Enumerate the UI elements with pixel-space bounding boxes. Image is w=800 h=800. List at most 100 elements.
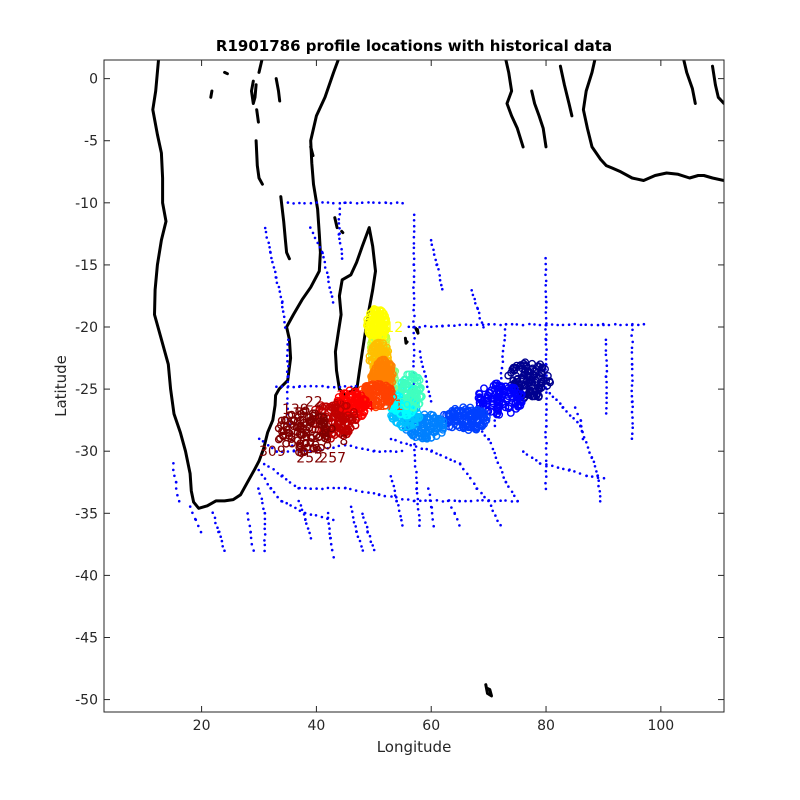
historical-point bbox=[270, 256, 273, 260]
historical-point bbox=[419, 499, 422, 503]
historical-point bbox=[338, 237, 341, 241]
historical-point bbox=[300, 508, 304, 512]
historical-point bbox=[399, 514, 402, 518]
historical-point bbox=[592, 460, 596, 464]
historical-point bbox=[286, 407, 290, 411]
historical-point bbox=[309, 201, 313, 205]
historical-point bbox=[378, 450, 382, 454]
historical-point bbox=[303, 385, 307, 388]
historical-point bbox=[415, 487, 418, 491]
historical-point bbox=[328, 536, 332, 540]
profile-point bbox=[372, 340, 381, 348]
x-tick-label: 100 bbox=[647, 718, 674, 734]
island bbox=[414, 326, 420, 335]
historical-point bbox=[407, 325, 411, 329]
historical-point bbox=[309, 384, 313, 388]
historical-point bbox=[521, 323, 525, 327]
historical-point bbox=[332, 486, 336, 490]
historical-point bbox=[355, 202, 359, 205]
historical-point bbox=[364, 521, 367, 524]
profile-point bbox=[323, 435, 332, 444]
profile-point bbox=[484, 396, 493, 405]
historical-point bbox=[507, 485, 510, 488]
profile-point bbox=[482, 416, 491, 425]
historical-point bbox=[437, 268, 440, 271]
historical-point bbox=[544, 358, 548, 361]
historical-point bbox=[493, 424, 497, 428]
profile-point bbox=[376, 311, 384, 320]
profile-point bbox=[380, 324, 388, 333]
historical-point bbox=[286, 386, 290, 389]
profile-point bbox=[391, 406, 400, 415]
profile-point bbox=[408, 403, 417, 412]
island bbox=[250, 79, 258, 105]
profile-point bbox=[315, 420, 324, 429]
y-tick: -50 bbox=[75, 693, 724, 709]
historical-point bbox=[473, 482, 476, 486]
historical-point bbox=[416, 502, 419, 506]
profile-point bbox=[438, 420, 447, 429]
historical-point bbox=[315, 201, 319, 204]
historical-point bbox=[438, 278, 442, 282]
historical-point bbox=[293, 484, 297, 488]
profile-point bbox=[418, 420, 427, 429]
historical-point bbox=[337, 218, 341, 221]
historical-point bbox=[545, 425, 548, 428]
y-tick: -25 bbox=[75, 382, 724, 398]
y-tick: 0 bbox=[89, 72, 724, 88]
historical-point bbox=[397, 504, 400, 507]
historical-point bbox=[267, 241, 271, 245]
profile-point bbox=[382, 315, 390, 324]
historical-point bbox=[278, 290, 282, 293]
historical-point bbox=[545, 402, 548, 406]
historical-point bbox=[282, 315, 286, 319]
historical-point bbox=[263, 533, 267, 536]
historical-point bbox=[321, 201, 324, 204]
historical-point bbox=[401, 524, 404, 527]
historical-point bbox=[530, 456, 534, 460]
historical-point bbox=[515, 323, 519, 326]
profile-point bbox=[297, 422, 305, 430]
historical-point bbox=[501, 471, 504, 474]
historical-point bbox=[257, 487, 260, 490]
profile-label: 139 bbox=[282, 402, 309, 418]
historical-point bbox=[464, 499, 467, 503]
island bbox=[274, 77, 282, 103]
profile-point bbox=[462, 408, 470, 417]
historical-point bbox=[369, 540, 373, 543]
historical-point bbox=[630, 374, 634, 377]
profile-point bbox=[517, 390, 526, 399]
y-tick: -5 bbox=[84, 134, 724, 150]
historical-point bbox=[481, 323, 485, 327]
historical-point bbox=[330, 548, 334, 552]
profile-point bbox=[374, 338, 383, 347]
y-tick: -15 bbox=[75, 258, 724, 274]
profile-point bbox=[341, 426, 350, 435]
historical-point bbox=[499, 499, 502, 503]
historical-point bbox=[392, 484, 396, 488]
historical-point bbox=[545, 374, 548, 377]
historical-point bbox=[298, 385, 301, 389]
profile-point bbox=[374, 366, 383, 375]
historical-point bbox=[305, 522, 308, 525]
profile-point bbox=[314, 433, 323, 442]
historical-point bbox=[389, 475, 393, 478]
historical-point bbox=[538, 462, 542, 465]
historical-point bbox=[544, 290, 547, 293]
x-axis: 20 40 60 80 100 bbox=[193, 60, 674, 734]
historical-point bbox=[544, 487, 548, 491]
historical-point bbox=[474, 302, 477, 305]
historical-point bbox=[263, 511, 267, 515]
historical-point bbox=[383, 494, 387, 498]
historical-point bbox=[418, 524, 421, 527]
profile-point bbox=[533, 390, 541, 398]
profile-label: 1 bbox=[368, 368, 377, 384]
historical-point bbox=[491, 509, 495, 513]
coastline bbox=[151, 60, 340, 510]
historical-point bbox=[412, 230, 416, 233]
historical-point bbox=[213, 516, 217, 520]
historical-point bbox=[329, 542, 333, 546]
historical-point bbox=[435, 452, 438, 455]
historical-point bbox=[220, 539, 224, 543]
